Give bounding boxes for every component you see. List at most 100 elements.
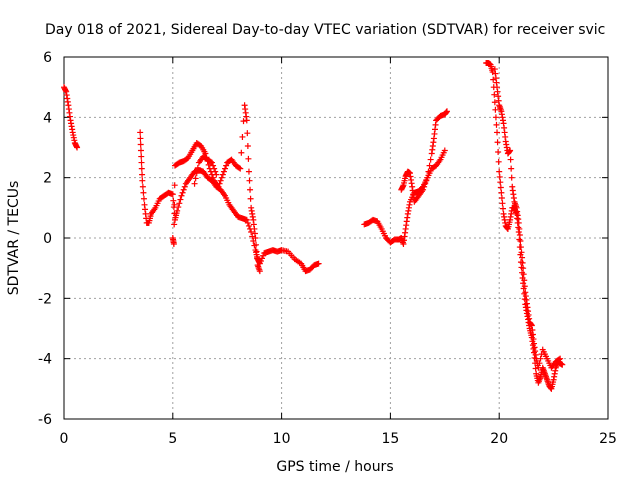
- data-point-marker: [220, 168, 227, 175]
- y-tick-label: -6: [38, 412, 52, 428]
- data-point-marker: [491, 91, 498, 98]
- data-point-marker: [137, 147, 144, 154]
- data-point-marker: [254, 255, 261, 262]
- y-tick-label: 4: [43, 110, 52, 126]
- data-point-marker: [139, 171, 146, 178]
- data-point-marker: [243, 216, 250, 223]
- data-point-marker: [508, 165, 515, 172]
- data-point-marker: [245, 222, 252, 229]
- data-point-marker: [171, 201, 178, 208]
- x-tick-label: 0: [60, 431, 69, 447]
- data-point-marker: [191, 180, 198, 187]
- data-point-marker: [423, 177, 430, 184]
- data-point-marker: [223, 162, 230, 169]
- y-tick-label: -2: [38, 291, 52, 307]
- data-point-marker: [181, 183, 188, 190]
- data-point-marker: [247, 186, 254, 193]
- data-point-marker: [516, 231, 523, 238]
- data-point-marker: [260, 252, 267, 259]
- data-point-marker: [245, 155, 252, 162]
- data-point-marker: [170, 197, 177, 204]
- data-point-marker: [443, 108, 450, 115]
- data-point-marker: [176, 200, 183, 207]
- data-point-marker: [497, 179, 504, 186]
- data-point-marker: [422, 180, 429, 187]
- data-point-marker: [177, 196, 184, 203]
- data-point-marker: [210, 174, 217, 181]
- y-tick-label: -4: [38, 352, 52, 368]
- data-point-marker: [74, 144, 81, 151]
- data-point-marker: [507, 147, 514, 154]
- data-point-marker: [137, 141, 144, 148]
- data-point-marker: [170, 241, 177, 248]
- data-point-marker: [211, 165, 218, 172]
- data-point-marker: [245, 168, 252, 175]
- data-point-marker: [248, 228, 255, 235]
- data-point-marker: [239, 133, 246, 140]
- data-point-marker: [557, 355, 564, 362]
- data-point-marker: [495, 158, 502, 165]
- data-point-marker: [519, 254, 526, 261]
- data-point-marker: [498, 189, 505, 196]
- data-point-marker: [492, 106, 499, 113]
- data-point-marker: [517, 244, 524, 251]
- data-point-marker: [140, 189, 147, 196]
- y-tick-label: 0: [43, 231, 52, 247]
- data-point-marker: [507, 156, 514, 163]
- data-point-marker: [138, 153, 145, 160]
- data-point-marker: [192, 175, 199, 182]
- data-point-marker: [137, 129, 144, 136]
- data-point-marker: [139, 177, 146, 184]
- data-point-marker: [559, 361, 566, 368]
- data-point-marker: [516, 225, 523, 232]
- data-point-marker: [218, 174, 225, 181]
- data-point-marker: [238, 149, 245, 156]
- data-point-marker: [169, 191, 176, 198]
- data-point-marker: [508, 174, 515, 181]
- data-point-marker: [244, 219, 251, 226]
- data-point-marker: [174, 207, 181, 214]
- data-point-marker: [518, 249, 525, 256]
- data-point-marker: [519, 259, 526, 266]
- data-point-marker: [536, 360, 543, 367]
- data-point-marker: [250, 238, 257, 245]
- data-point-marker: [138, 159, 145, 166]
- data-point-marker: [180, 186, 187, 193]
- data-point-marker: [537, 355, 544, 362]
- data-point-marker: [515, 219, 522, 226]
- data-point-marker: [421, 183, 428, 190]
- data-point-marker: [237, 165, 244, 172]
- data-point-marker: [217, 177, 224, 184]
- data-point-marker: [535, 364, 542, 371]
- data-point-marker: [219, 171, 226, 178]
- data-point-marker: [216, 180, 223, 187]
- data-point-marker: [520, 271, 527, 278]
- data-point-marker: [494, 139, 501, 146]
- data-point-marker: [492, 114, 499, 121]
- data-point-marker: [244, 130, 251, 137]
- data-point-marker: [140, 195, 147, 202]
- data-point-marker: [556, 356, 563, 363]
- data-point-marker: [179, 189, 186, 196]
- data-point-marker: [243, 117, 250, 124]
- data-point-marker: [249, 233, 256, 240]
- data-point-marker: [521, 283, 528, 290]
- data-point-marker: [496, 173, 503, 180]
- data-point-marker: [494, 129, 501, 136]
- data-point-marker: [138, 165, 145, 172]
- data-point-marker: [208, 159, 215, 166]
- x-tick-label: 5: [168, 431, 177, 447]
- data-point-marker: [215, 183, 222, 190]
- data-point-marker: [520, 265, 527, 272]
- x-tick-label: 25: [599, 431, 617, 447]
- data-point-marker: [495, 149, 502, 156]
- chart-title: Day 018 of 2021, Sidereal Day-to-day VTE…: [45, 22, 605, 38]
- data-point-marker: [178, 192, 185, 199]
- data-point-marker: [193, 170, 200, 177]
- data-point-marker: [425, 168, 432, 175]
- data-point-marker: [493, 121, 500, 128]
- data-point-marker: [246, 177, 253, 184]
- data-point-marker: [532, 365, 539, 372]
- data-point-marker: [171, 221, 178, 228]
- data-point-marker: [315, 260, 322, 267]
